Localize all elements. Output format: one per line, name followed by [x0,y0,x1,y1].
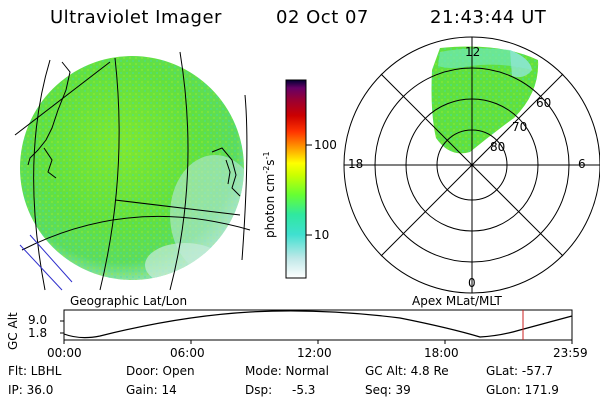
seq-info: Seq: 39 [365,383,411,397]
mlt-label-18: 18 [348,157,364,171]
xtick-06: 06:00 [170,346,205,360]
mlt-label-12: 12 [465,45,481,59]
mode-info: Mode: Normal [245,364,329,378]
blue-graticule [19,234,73,291]
dsp-value: -5.3 [292,383,316,397]
mlat-label-70: 70 [512,120,528,134]
polar-plot [343,36,600,294]
glat-info: GLat: -57.7 [486,364,553,378]
mlt-label-6: 6 [578,157,586,171]
xtick-00: 00:00 [47,346,82,360]
altitude-plot [60,309,573,344]
mlat-label-80: 80 [490,140,506,154]
flt-info: Flt: LBHL [8,364,62,378]
earth-image [20,56,244,280]
coastline [27,61,241,197]
mlat-label-60: 60 [536,96,552,110]
colorbar [285,79,312,279]
colorbar-tick-100: 100 [314,138,337,152]
date-label: 02 Oct 07 [276,7,369,28]
polar-caption: Apex MLat/MLT [412,294,502,308]
app-title: Ultraviolet Imager [50,7,222,28]
graticule [14,51,251,291]
ip-info: IP: 36.0 [8,383,54,397]
mlt-label-0: 0 [468,276,476,290]
time-label: 21:43:44 UT [430,7,547,28]
altitude-ytick-1-8: 1.8 [28,326,48,340]
gain-info: Gain: 14 [126,383,177,397]
gc-alt-info: GC Alt: 4.8 Re [365,364,449,378]
altitude-ylabel: GC Alt [6,312,20,350]
colorbar-unit-label: photon cm-2s-1 [262,151,277,238]
xtick-2359: 23:59 [553,346,588,360]
xtick-12: 12:00 [297,346,332,360]
left-panel-caption: Geographic Lat/Lon [70,294,188,308]
altitude-ytick-9: 9.0 [28,313,48,327]
xtick-18: 18:00 [424,346,459,360]
door-info: Door: Open [126,364,195,378]
glon-info: GLon: 171.9 [486,383,559,397]
dsp-label: Dsp: [245,383,273,397]
colorbar-tick-10: 10 [314,228,330,242]
